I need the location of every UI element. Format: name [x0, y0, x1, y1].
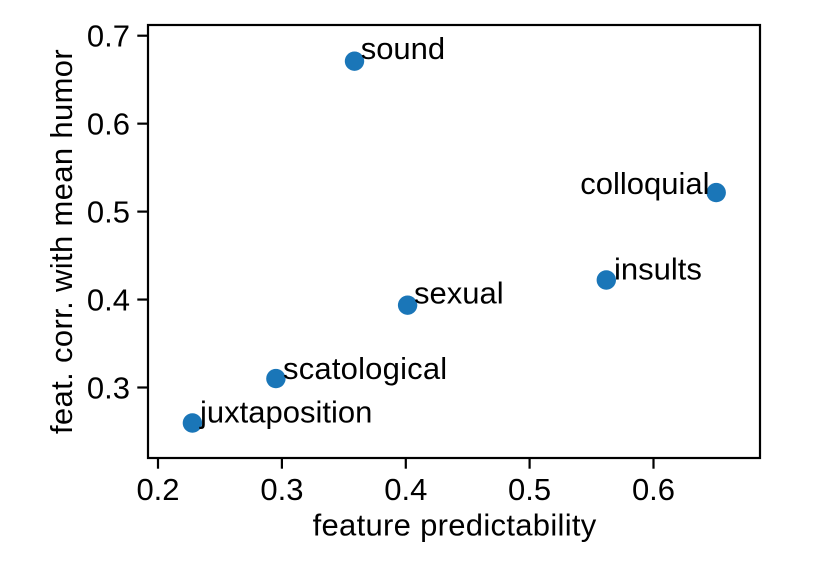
svg-text:feature predictability: feature predictability [313, 508, 597, 543]
svg-text:0.3: 0.3 [87, 371, 130, 406]
svg-text:0.6: 0.6 [632, 472, 675, 507]
svg-text:0.4: 0.4 [87, 283, 130, 318]
svg-text:0.2: 0.2 [136, 472, 179, 507]
svg-text:feat. corr. with mean humor: feat. corr. with mean humor [44, 49, 79, 434]
svg-text:0.3: 0.3 [260, 472, 303, 507]
svg-text:0.5: 0.5 [508, 472, 551, 507]
svg-text:sound: sound [361, 31, 445, 66]
svg-text:scatological: scatological [283, 351, 447, 386]
svg-text:insults: insults [614, 252, 702, 287]
svg-text:sexual: sexual [414, 275, 504, 310]
svg-text:0.6: 0.6 [87, 107, 130, 142]
svg-text:colloquial: colloquial [580, 166, 709, 201]
svg-text:0.5: 0.5 [87, 195, 130, 230]
svg-text:0.7: 0.7 [87, 19, 130, 54]
svg-text:0.4: 0.4 [384, 472, 427, 507]
svg-text:juxtaposition: juxtaposition [199, 394, 372, 429]
